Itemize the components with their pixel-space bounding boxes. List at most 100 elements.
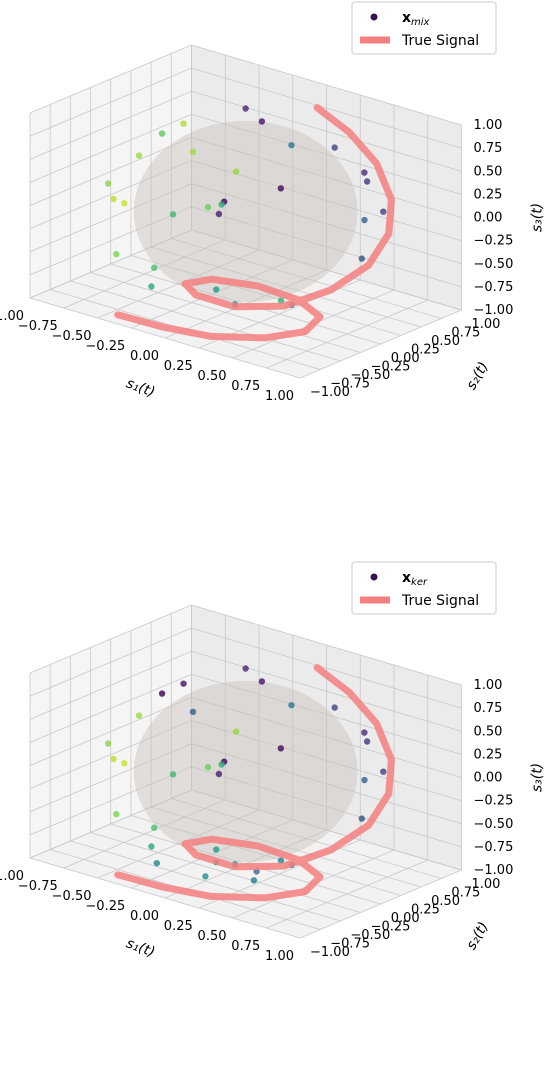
x-tick-label: 1.00	[265, 949, 294, 964]
scatter-point	[232, 168, 240, 175]
scatter-point	[110, 755, 117, 763]
y-tick-label: −1.00	[310, 385, 350, 400]
x-tick-label: 0.00	[130, 349, 159, 364]
scatter-point	[277, 857, 285, 864]
scatter-point	[153, 859, 160, 867]
grid-line	[299, 309, 462, 379]
z-tick-label: −1.00	[474, 303, 514, 318]
x-axis-label: s₁(t)	[124, 936, 157, 961]
grid-line	[191, 44, 462, 126]
scatter-point	[202, 873, 209, 880]
scatter-point	[204, 204, 212, 211]
x-tick-label: −0.75	[18, 319, 58, 334]
x-tick-label: 0.75	[231, 939, 260, 954]
grid-line	[191, 113, 462, 195]
scatter-point	[148, 843, 155, 850]
x-tick-label: −0.25	[85, 899, 125, 914]
grid-line	[266, 859, 428, 929]
z-tick-label: −0.25	[474, 794, 514, 809]
scatter-point	[361, 216, 368, 224]
scatter-point	[242, 105, 249, 112]
scatter-point	[358, 255, 366, 262]
x-tick-label: 0.25	[164, 919, 193, 934]
scatter-point	[288, 701, 295, 709]
scatter-point	[105, 740, 112, 747]
scatter-point	[277, 297, 285, 304]
scatter-point	[121, 200, 128, 207]
y-tick-label: −0.50	[350, 368, 390, 383]
x-tick-label: 1.00	[265, 389, 294, 404]
grid-line	[191, 90, 462, 172]
z-tick-label: −1.00	[474, 863, 514, 878]
legend-dot-marker	[370, 13, 378, 21]
x-tick-label: −1.00	[0, 309, 24, 324]
scatter-point	[215, 210, 223, 218]
grid-line	[191, 673, 462, 755]
z-tick-label: −0.75	[474, 280, 514, 295]
true-signal-line	[114, 104, 395, 342]
y-tick-label: 0.50	[431, 894, 460, 909]
scatter-point	[213, 846, 220, 853]
y-tick-label: 0.75	[451, 886, 480, 901]
scatter-point	[331, 704, 338, 711]
scatter-point	[242, 665, 249, 672]
scatter-point	[213, 286, 220, 293]
scatter-point	[113, 250, 120, 258]
z-tick-label: −0.50	[474, 257, 514, 272]
grid-line	[191, 627, 462, 709]
grid-line	[29, 90, 192, 160]
grid-line	[151, 806, 422, 888]
z-tick-label: 0.75	[474, 701, 503, 716]
x-axis-label: s₁(t)	[124, 376, 157, 401]
scatter-point	[105, 180, 112, 187]
grid-line	[29, 67, 192, 137]
grid-line	[29, 674, 192, 743]
scatter-point	[288, 141, 295, 149]
legend-label-points: xker	[402, 570, 428, 588]
y-tick-label: 1.00	[472, 317, 501, 332]
scatter-point	[169, 771, 177, 778]
scatter-point	[277, 745, 285, 752]
scatter-point	[277, 185, 285, 192]
scatter-point	[189, 148, 197, 156]
scatter-point	[380, 768, 387, 775]
grid-line	[29, 44, 192, 114]
x-tick-label: −0.50	[52, 889, 92, 904]
y-axis-label: s₂(t)	[463, 359, 492, 392]
scatter-point	[215, 770, 223, 778]
true-signal-line	[114, 664, 395, 902]
scatter-point	[180, 680, 187, 687]
z-tick-label: 0.00	[474, 771, 503, 786]
legend-label-true-signal: True Signal	[401, 33, 479, 49]
x-tick-label: −0.25	[85, 339, 125, 354]
x-tick-label: 0.25	[164, 359, 193, 374]
y-tick-label: 0.25	[411, 343, 440, 358]
z-tick-label: 1.00	[474, 678, 503, 693]
scatter-point	[158, 690, 166, 697]
y-tick-label: 0.50	[431, 334, 460, 349]
scatter-point	[148, 283, 155, 290]
scatter-point	[204, 764, 212, 771]
scatter-point	[135, 712, 143, 719]
y-tick-label: 0.25	[411, 903, 440, 918]
x-tick-label: 0.00	[130, 909, 159, 924]
scatter-point	[380, 208, 387, 215]
y-tick-label: −0.75	[330, 377, 370, 392]
grid-line	[191, 604, 462, 686]
scatter-point	[361, 729, 368, 736]
grid-line	[29, 697, 192, 766]
z-tick-label: 0.00	[474, 211, 503, 226]
y-tick-label: −0.25	[371, 920, 411, 935]
scatter-point	[135, 152, 143, 159]
grid-line	[191, 229, 462, 311]
y-tick-label: −1.00	[310, 945, 350, 960]
scatter-point	[258, 678, 266, 685]
scatter-point	[363, 178, 371, 185]
grid-line	[299, 869, 462, 939]
scatter-point	[258, 118, 266, 125]
sphere-surface	[133, 680, 358, 863]
y-tick-label: 0.00	[391, 351, 420, 366]
grid-line	[29, 114, 192, 183]
grid-line	[29, 604, 192, 674]
grid-line	[29, 650, 192, 720]
